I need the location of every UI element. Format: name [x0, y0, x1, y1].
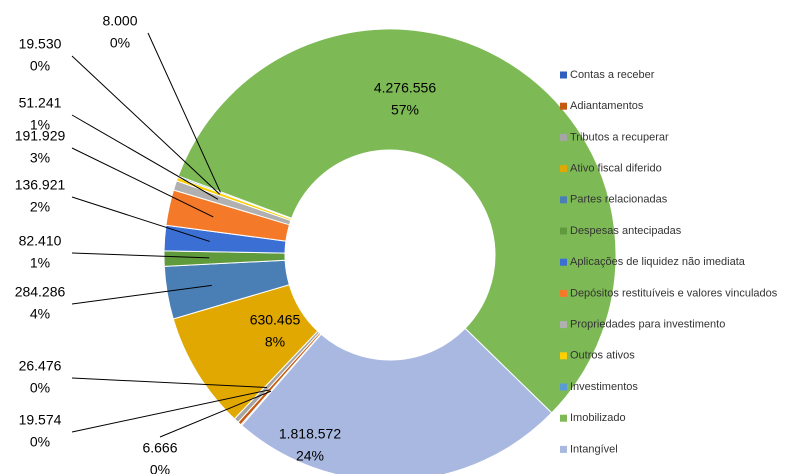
data-label: 136.921	[15, 177, 66, 193]
legend-swatch	[560, 352, 567, 360]
percent-label: 24%	[296, 448, 324, 464]
legend-label: Adiantamentos	[570, 100, 644, 112]
legend-label: Propriedades para investimento	[570, 319, 725, 331]
legend-label: Aplicações de liquidez não imediata	[570, 256, 746, 268]
legend-swatch	[560, 445, 567, 453]
percent-label: 0%	[30, 434, 50, 450]
legend-label: Ativo fiscal diferido	[570, 163, 662, 175]
legend-label: Intangível	[570, 443, 618, 455]
percent-label: 0%	[110, 35, 130, 51]
percent-label: 8%	[265, 334, 285, 350]
donut-slice	[177, 28, 617, 414]
legend-swatch	[560, 383, 567, 391]
leader-line	[71, 389, 270, 433]
leader-line	[71, 377, 267, 388]
data-label: 630.465	[250, 312, 301, 328]
data-label: 51.241	[19, 95, 62, 111]
leader-line	[159, 390, 272, 438]
donut-slice	[241, 327, 553, 474]
legend-label: Imobilizado	[570, 412, 626, 424]
data-label: 284.286	[15, 284, 66, 300]
legend-label: Depósitos restituíveis e valores vincula…	[570, 287, 778, 299]
data-label: 19.574	[19, 412, 62, 428]
legend-label: Tributos a recuperar	[570, 131, 669, 143]
percent-label: 1%	[30, 117, 50, 133]
data-label: 19.530	[19, 36, 62, 52]
legend-swatch	[560, 258, 567, 266]
percent-label: 4%	[30, 306, 50, 322]
legend-swatch	[560, 321, 567, 329]
legend-label: Partes relacionadas	[570, 194, 668, 206]
percent-label: 0%	[30, 58, 50, 74]
legend-label: Outros ativos	[570, 350, 635, 362]
data-label: 191.929	[15, 128, 66, 144]
leader-line	[71, 284, 212, 305]
percent-label: 2%	[30, 199, 50, 215]
data-label: 82.410	[19, 233, 62, 249]
leader-line	[71, 114, 219, 200]
data-label: 4.276.556	[374, 80, 436, 96]
percent-label: 3%	[30, 150, 50, 166]
leader-line	[71, 55, 221, 195]
legend-swatch	[560, 414, 567, 422]
leader-line	[71, 147, 214, 218]
data-label: 6.666	[142, 440, 177, 456]
legend-swatch	[560, 133, 567, 141]
legend-label: Despesas antecipadas	[570, 225, 682, 237]
legend-swatch	[560, 102, 567, 110]
legend-swatch	[560, 196, 567, 204]
data-label: 1.818.572	[279, 426, 341, 442]
legend-swatch	[560, 71, 567, 79]
percent-label: 1%	[30, 255, 50, 271]
data-label: 26.476	[19, 358, 62, 374]
legend-swatch	[560, 165, 567, 173]
legend-label: Contas a receber	[570, 69, 655, 81]
leader-line	[71, 196, 210, 242]
legend-swatch	[560, 227, 567, 235]
legend-label: Investimentos	[570, 381, 638, 393]
legend-swatch	[560, 289, 567, 297]
percent-label: 0%	[30, 380, 50, 396]
leader-line	[147, 32, 221, 193]
leader-line	[71, 252, 210, 259]
data-label: 8.000	[102, 13, 137, 29]
percent-label: 0%	[150, 462, 170, 474]
percent-label: 57%	[391, 102, 419, 118]
